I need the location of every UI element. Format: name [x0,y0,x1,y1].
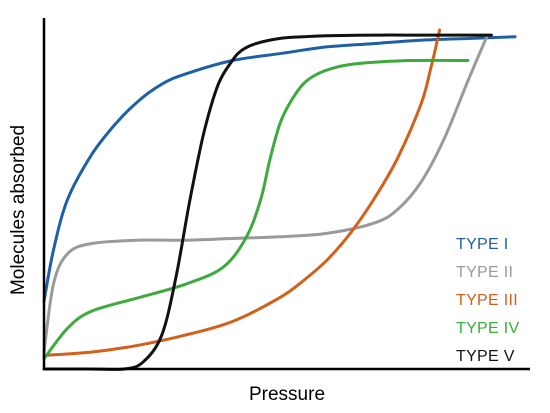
series-line-type-iv [42,58,470,361]
x-axis-label: Pressure [249,384,325,405]
legend-label-type-i: TYPE I [456,236,508,253]
legend-label-type-iii: TYPE III [456,292,518,309]
series-line-type-ii [42,35,489,354]
legend-label-type-ii: TYPE II [456,264,513,281]
legend-label-type-iv: TYPE IV [456,320,519,337]
legend-label-type-v: TYPE V [456,348,515,365]
series-line-type-i [42,35,517,303]
y-axis-label: Molecules absorbed [8,125,29,295]
legend: TYPE I TYPE II TYPE III TYPE IV TYPE V [456,236,519,365]
series-line-type-v [42,33,493,371]
series-line-type-iii [42,28,442,357]
series-curves [42,28,517,371]
